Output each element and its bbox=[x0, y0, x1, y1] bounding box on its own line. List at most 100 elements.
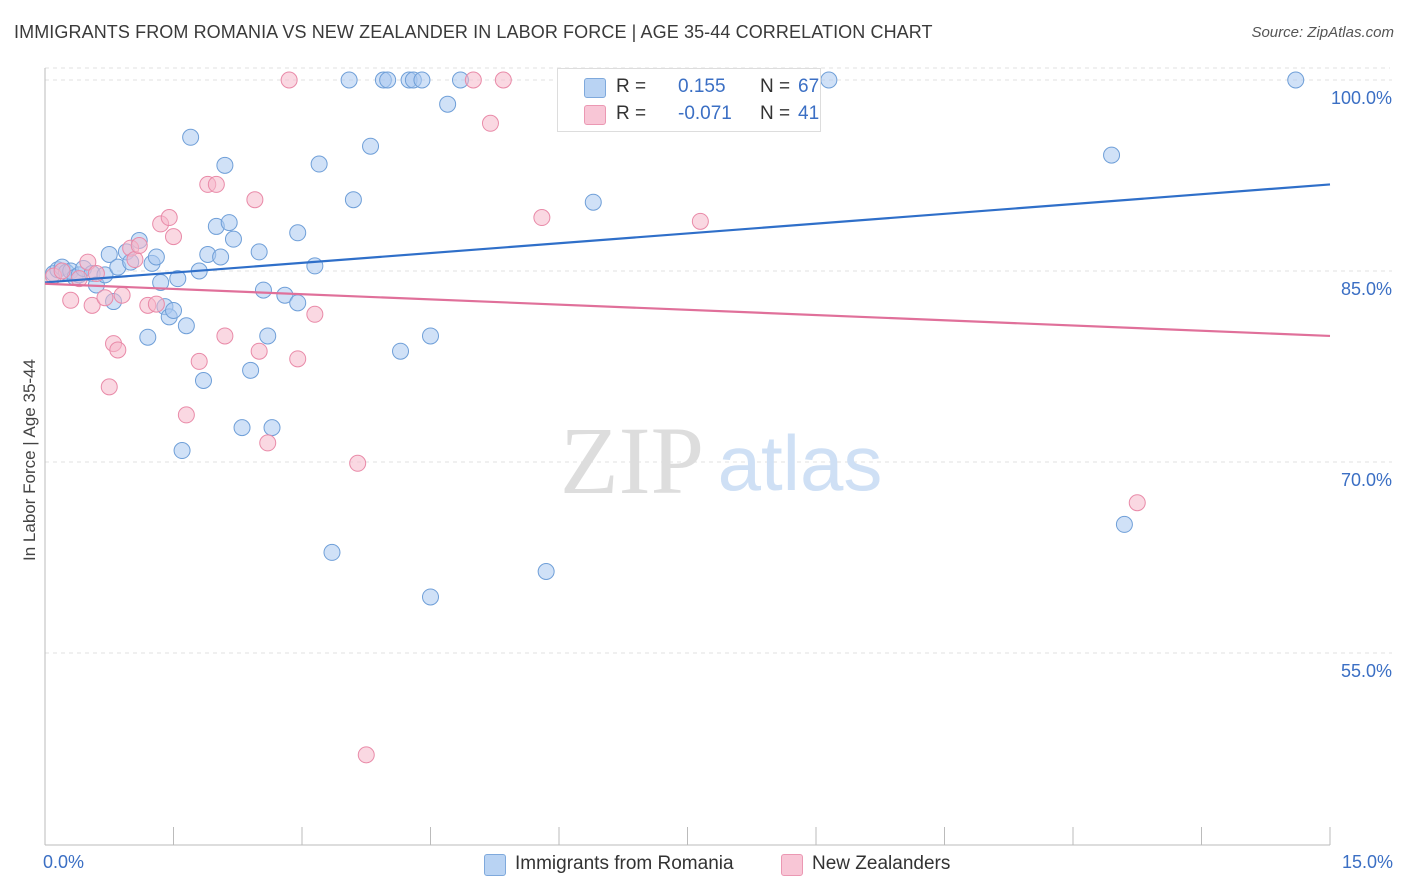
data-point bbox=[349, 454, 367, 472]
data-point bbox=[182, 128, 200, 146]
legend-r-value: 0.155 bbox=[678, 76, 726, 97]
data-point bbox=[306, 257, 324, 275]
data-point bbox=[126, 251, 144, 269]
legend-r-label: R = bbox=[616, 103, 647, 124]
data-point bbox=[357, 746, 375, 764]
stats-legend: R = 0.155 N = 67 R = -0.071 N = 41 bbox=[557, 68, 821, 132]
legend-n-label: N = bbox=[760, 76, 791, 97]
bottom-legend-swatch-blue bbox=[484, 854, 506, 876]
watermark-zip: ZIP bbox=[560, 407, 704, 514]
data-point bbox=[344, 191, 362, 209]
legend-r-value: -0.071 bbox=[678, 103, 732, 124]
data-point bbox=[100, 378, 118, 396]
x-tick-label-max: 15.0% bbox=[1341, 852, 1393, 872]
data-point bbox=[263, 419, 281, 437]
grid-lines bbox=[45, 67, 1392, 654]
data-point bbox=[216, 327, 234, 345]
data-point bbox=[250, 243, 268, 261]
data-point bbox=[1287, 71, 1305, 89]
data-point bbox=[62, 291, 80, 309]
data-point bbox=[177, 317, 195, 335]
bottom-legend-label: Immigrants from Romania bbox=[515, 853, 734, 874]
data-point bbox=[289, 224, 307, 242]
data-point bbox=[246, 191, 264, 209]
data-point bbox=[165, 228, 182, 246]
data-point bbox=[100, 245, 118, 263]
data-point bbox=[109, 341, 127, 359]
data-point bbox=[259, 327, 277, 345]
bottom-legend-label: New Zealanders bbox=[812, 853, 951, 874]
series-newzealand-points bbox=[45, 71, 1146, 764]
data-point bbox=[216, 156, 234, 174]
bottom-legend-swatch-pink bbox=[781, 854, 803, 876]
data-point bbox=[323, 543, 341, 561]
data-point bbox=[173, 442, 191, 460]
data-point bbox=[177, 406, 195, 424]
data-point bbox=[276, 286, 294, 304]
legend-n-value: 67 bbox=[798, 76, 820, 97]
trend-line-newzealand bbox=[44, 282, 1331, 338]
legend-swatch-pink bbox=[584, 105, 606, 125]
watermark-atlas: atlas bbox=[718, 419, 883, 507]
x-tick-label-min: 0.0% bbox=[43, 852, 85, 872]
data-point bbox=[584, 193, 602, 211]
data-point bbox=[289, 294, 307, 312]
source-label: Source: ZipAtlas.com bbox=[1251, 24, 1394, 41]
data-point bbox=[340, 71, 358, 89]
data-point bbox=[481, 114, 499, 132]
data-point bbox=[83, 296, 101, 314]
chart-title: IMMIGRANTS FROM ROMANIA VS NEW ZEALANDER… bbox=[14, 22, 933, 42]
data-point bbox=[53, 262, 71, 280]
legend-r-label: R = bbox=[616, 76, 647, 97]
axes bbox=[44, 68, 1331, 846]
data-point bbox=[113, 286, 131, 304]
data-point bbox=[289, 350, 307, 368]
data-point bbox=[422, 327, 439, 345]
y-tick-label: 70.0% bbox=[1341, 470, 1392, 490]
data-point bbox=[233, 419, 251, 437]
data-point bbox=[413, 71, 431, 89]
series-romania-points bbox=[45, 71, 1305, 606]
data-point bbox=[820, 71, 838, 89]
data-point bbox=[306, 305, 324, 323]
data-point bbox=[1115, 515, 1133, 533]
data-point bbox=[392, 342, 410, 360]
data-point bbox=[691, 212, 709, 230]
data-point bbox=[207, 175, 225, 193]
data-point bbox=[96, 289, 114, 307]
trend-lines bbox=[44, 183, 1331, 338]
data-point bbox=[147, 295, 165, 313]
data-point bbox=[160, 209, 178, 227]
legend-n-label: N = bbox=[760, 103, 791, 124]
data-point bbox=[259, 434, 277, 452]
y-tick-labels: 55.0% 70.0% 85.0% 100.0% bbox=[1331, 88, 1392, 681]
data-point bbox=[250, 342, 268, 360]
y-tick-label: 100.0% bbox=[1331, 88, 1392, 108]
data-point bbox=[130, 237, 148, 255]
data-point bbox=[242, 361, 260, 379]
data-point bbox=[464, 71, 482, 89]
data-point bbox=[310, 155, 328, 173]
data-point bbox=[165, 301, 182, 319]
data-point bbox=[379, 71, 397, 89]
data-point bbox=[190, 352, 208, 370]
data-point bbox=[280, 71, 298, 89]
data-point bbox=[537, 563, 555, 581]
data-point bbox=[533, 209, 551, 227]
data-point bbox=[212, 248, 230, 266]
data-point bbox=[224, 230, 242, 248]
data-point bbox=[169, 270, 187, 288]
legend-swatch-blue bbox=[584, 78, 606, 98]
data-point bbox=[422, 588, 439, 606]
data-point bbox=[439, 95, 457, 113]
data-point bbox=[1128, 494, 1146, 512]
data-point bbox=[1103, 146, 1121, 164]
data-point bbox=[147, 248, 165, 266]
trend-line-romania bbox=[44, 183, 1331, 284]
data-point bbox=[494, 71, 512, 89]
data-point bbox=[194, 372, 212, 390]
legend-n-value: 41 bbox=[798, 103, 820, 124]
data-point bbox=[362, 137, 380, 155]
data-point bbox=[220, 214, 238, 232]
